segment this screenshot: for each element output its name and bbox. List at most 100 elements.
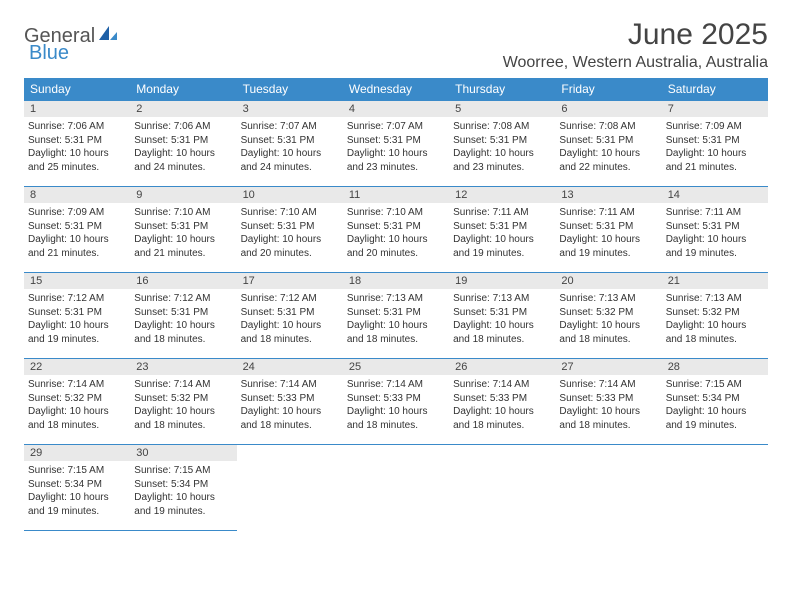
day-number: 4 (343, 101, 449, 117)
day-number: 17 (237, 273, 343, 289)
sunset-line: Sunset: 5:33 PM (347, 392, 445, 406)
calendar-cell: 9Sunrise: 7:10 AMSunset: 5:31 PMDaylight… (130, 187, 236, 273)
day-number: 1 (24, 101, 130, 117)
day-number: 30 (130, 445, 236, 461)
daylight-line: Daylight: 10 hours and 18 minutes. (559, 405, 657, 432)
location-subtitle: Woorree, Western Australia, Australia (503, 54, 768, 72)
calendar-cell: 8Sunrise: 7:09 AMSunset: 5:31 PMDaylight… (24, 187, 130, 273)
sunset-line: Sunset: 5:31 PM (453, 220, 551, 234)
calendar-cell: 17Sunrise: 7:12 AMSunset: 5:31 PMDayligh… (237, 273, 343, 359)
calendar-week-row: 15Sunrise: 7:12 AMSunset: 5:31 PMDayligh… (24, 273, 768, 359)
col-sunday: Sunday (24, 78, 130, 101)
sunrise-line: Sunrise: 7:12 AM (241, 292, 339, 306)
sunrise-line: Sunrise: 7:13 AM (559, 292, 657, 306)
sunset-line: Sunset: 5:31 PM (453, 306, 551, 320)
calendar-cell: 1Sunrise: 7:06 AMSunset: 5:31 PMDaylight… (24, 101, 130, 187)
calendar-cell-empty (662, 445, 768, 531)
logo-sail-icon (95, 24, 119, 48)
day-number: 7 (662, 101, 768, 117)
daylight-line: Daylight: 10 hours and 18 minutes. (666, 319, 764, 346)
day-number: 15 (24, 273, 130, 289)
sunset-line: Sunset: 5:33 PM (453, 392, 551, 406)
day-number: 8 (24, 187, 130, 203)
calendar-table: Sunday Monday Tuesday Wednesday Thursday… (24, 78, 768, 531)
calendar-cell-empty (449, 445, 555, 531)
day-number: 6 (555, 101, 661, 117)
sunset-line: Sunset: 5:31 PM (347, 306, 445, 320)
day-body: Sunrise: 7:14 AMSunset: 5:33 PMDaylight:… (237, 375, 343, 435)
day-body: Sunrise: 7:07 AMSunset: 5:31 PMDaylight:… (343, 117, 449, 177)
daylight-line: Daylight: 10 hours and 21 minutes. (134, 233, 232, 260)
day-body: Sunrise: 7:15 AMSunset: 5:34 PMDaylight:… (662, 375, 768, 435)
calendar-cell: 13Sunrise: 7:11 AMSunset: 5:31 PMDayligh… (555, 187, 661, 273)
day-number: 20 (555, 273, 661, 289)
sunset-line: Sunset: 5:34 PM (134, 478, 232, 492)
daylight-line: Daylight: 10 hours and 18 minutes. (559, 319, 657, 346)
daylight-line: Daylight: 10 hours and 23 minutes. (347, 147, 445, 174)
day-body: Sunrise: 7:10 AMSunset: 5:31 PMDaylight:… (237, 203, 343, 263)
day-body: Sunrise: 7:06 AMSunset: 5:31 PMDaylight:… (130, 117, 236, 177)
col-thursday: Thursday (449, 78, 555, 101)
daylight-line: Daylight: 10 hours and 18 minutes. (241, 319, 339, 346)
calendar-cell-empty (237, 445, 343, 531)
calendar-cell: 10Sunrise: 7:10 AMSunset: 5:31 PMDayligh… (237, 187, 343, 273)
day-body: Sunrise: 7:07 AMSunset: 5:31 PMDaylight:… (237, 117, 343, 177)
sunset-line: Sunset: 5:31 PM (559, 134, 657, 148)
day-body: Sunrise: 7:08 AMSunset: 5:31 PMDaylight:… (449, 117, 555, 177)
day-body: Sunrise: 7:08 AMSunset: 5:31 PMDaylight:… (555, 117, 661, 177)
daylight-line: Daylight: 10 hours and 19 minutes. (666, 405, 764, 432)
sunrise-line: Sunrise: 7:14 AM (134, 378, 232, 392)
day-body: Sunrise: 7:15 AMSunset: 5:34 PMDaylight:… (130, 461, 236, 521)
calendar-cell: 19Sunrise: 7:13 AMSunset: 5:31 PMDayligh… (449, 273, 555, 359)
sunrise-line: Sunrise: 7:11 AM (666, 206, 764, 220)
calendar-cell: 18Sunrise: 7:13 AMSunset: 5:31 PMDayligh… (343, 273, 449, 359)
daylight-line: Daylight: 10 hours and 21 minutes. (28, 233, 126, 260)
day-body: Sunrise: 7:09 AMSunset: 5:31 PMDaylight:… (24, 203, 130, 263)
day-number: 23 (130, 359, 236, 375)
sunset-line: Sunset: 5:31 PM (134, 220, 232, 234)
sunset-line: Sunset: 5:31 PM (347, 220, 445, 234)
daylight-line: Daylight: 10 hours and 18 minutes. (28, 405, 126, 432)
day-number: 27 (555, 359, 661, 375)
calendar-cell: 14Sunrise: 7:11 AMSunset: 5:31 PMDayligh… (662, 187, 768, 273)
day-body: Sunrise: 7:13 AMSunset: 5:32 PMDaylight:… (555, 289, 661, 349)
sunset-line: Sunset: 5:32 PM (666, 306, 764, 320)
page-title: June 2025 (503, 18, 768, 52)
sunrise-line: Sunrise: 7:15 AM (28, 464, 126, 478)
day-body: Sunrise: 7:10 AMSunset: 5:31 PMDaylight:… (343, 203, 449, 263)
sunrise-line: Sunrise: 7:11 AM (453, 206, 551, 220)
col-tuesday: Tuesday (237, 78, 343, 101)
day-number: 25 (343, 359, 449, 375)
logo-text-2: Blue (29, 42, 69, 65)
sunrise-line: Sunrise: 7:12 AM (28, 292, 126, 306)
day-number: 5 (449, 101, 555, 117)
calendar-week-row: 8Sunrise: 7:09 AMSunset: 5:31 PMDaylight… (24, 187, 768, 273)
day-body: Sunrise: 7:14 AMSunset: 5:33 PMDaylight:… (343, 375, 449, 435)
calendar-cell: 22Sunrise: 7:14 AMSunset: 5:32 PMDayligh… (24, 359, 130, 445)
day-body: Sunrise: 7:14 AMSunset: 5:33 PMDaylight:… (555, 375, 661, 435)
calendar-cell: 4Sunrise: 7:07 AMSunset: 5:31 PMDaylight… (343, 101, 449, 187)
daylight-line: Daylight: 10 hours and 19 minutes. (28, 319, 126, 346)
sunset-line: Sunset: 5:33 PM (241, 392, 339, 406)
day-number: 13 (555, 187, 661, 203)
daylight-line: Daylight: 10 hours and 19 minutes. (453, 233, 551, 260)
day-number: 10 (237, 187, 343, 203)
day-body: Sunrise: 7:14 AMSunset: 5:32 PMDaylight:… (24, 375, 130, 435)
calendar-cell: 27Sunrise: 7:14 AMSunset: 5:33 PMDayligh… (555, 359, 661, 445)
sunrise-line: Sunrise: 7:10 AM (347, 206, 445, 220)
sunrise-line: Sunrise: 7:14 AM (241, 378, 339, 392)
day-number: 29 (24, 445, 130, 461)
daylight-line: Daylight: 10 hours and 18 minutes. (347, 319, 445, 346)
header: General June 2025 Woorree, Western Austr… (24, 18, 768, 72)
day-body: Sunrise: 7:14 AMSunset: 5:33 PMDaylight:… (449, 375, 555, 435)
calendar-cell: 23Sunrise: 7:14 AMSunset: 5:32 PMDayligh… (130, 359, 236, 445)
sunrise-line: Sunrise: 7:10 AM (134, 206, 232, 220)
sunset-line: Sunset: 5:34 PM (28, 478, 126, 492)
sunrise-line: Sunrise: 7:13 AM (453, 292, 551, 306)
sunrise-line: Sunrise: 7:08 AM (559, 120, 657, 134)
day-number: 14 (662, 187, 768, 203)
day-number: 12 (449, 187, 555, 203)
daylight-line: Daylight: 10 hours and 20 minutes. (241, 233, 339, 260)
sunset-line: Sunset: 5:31 PM (347, 134, 445, 148)
sunset-line: Sunset: 5:34 PM (666, 392, 764, 406)
